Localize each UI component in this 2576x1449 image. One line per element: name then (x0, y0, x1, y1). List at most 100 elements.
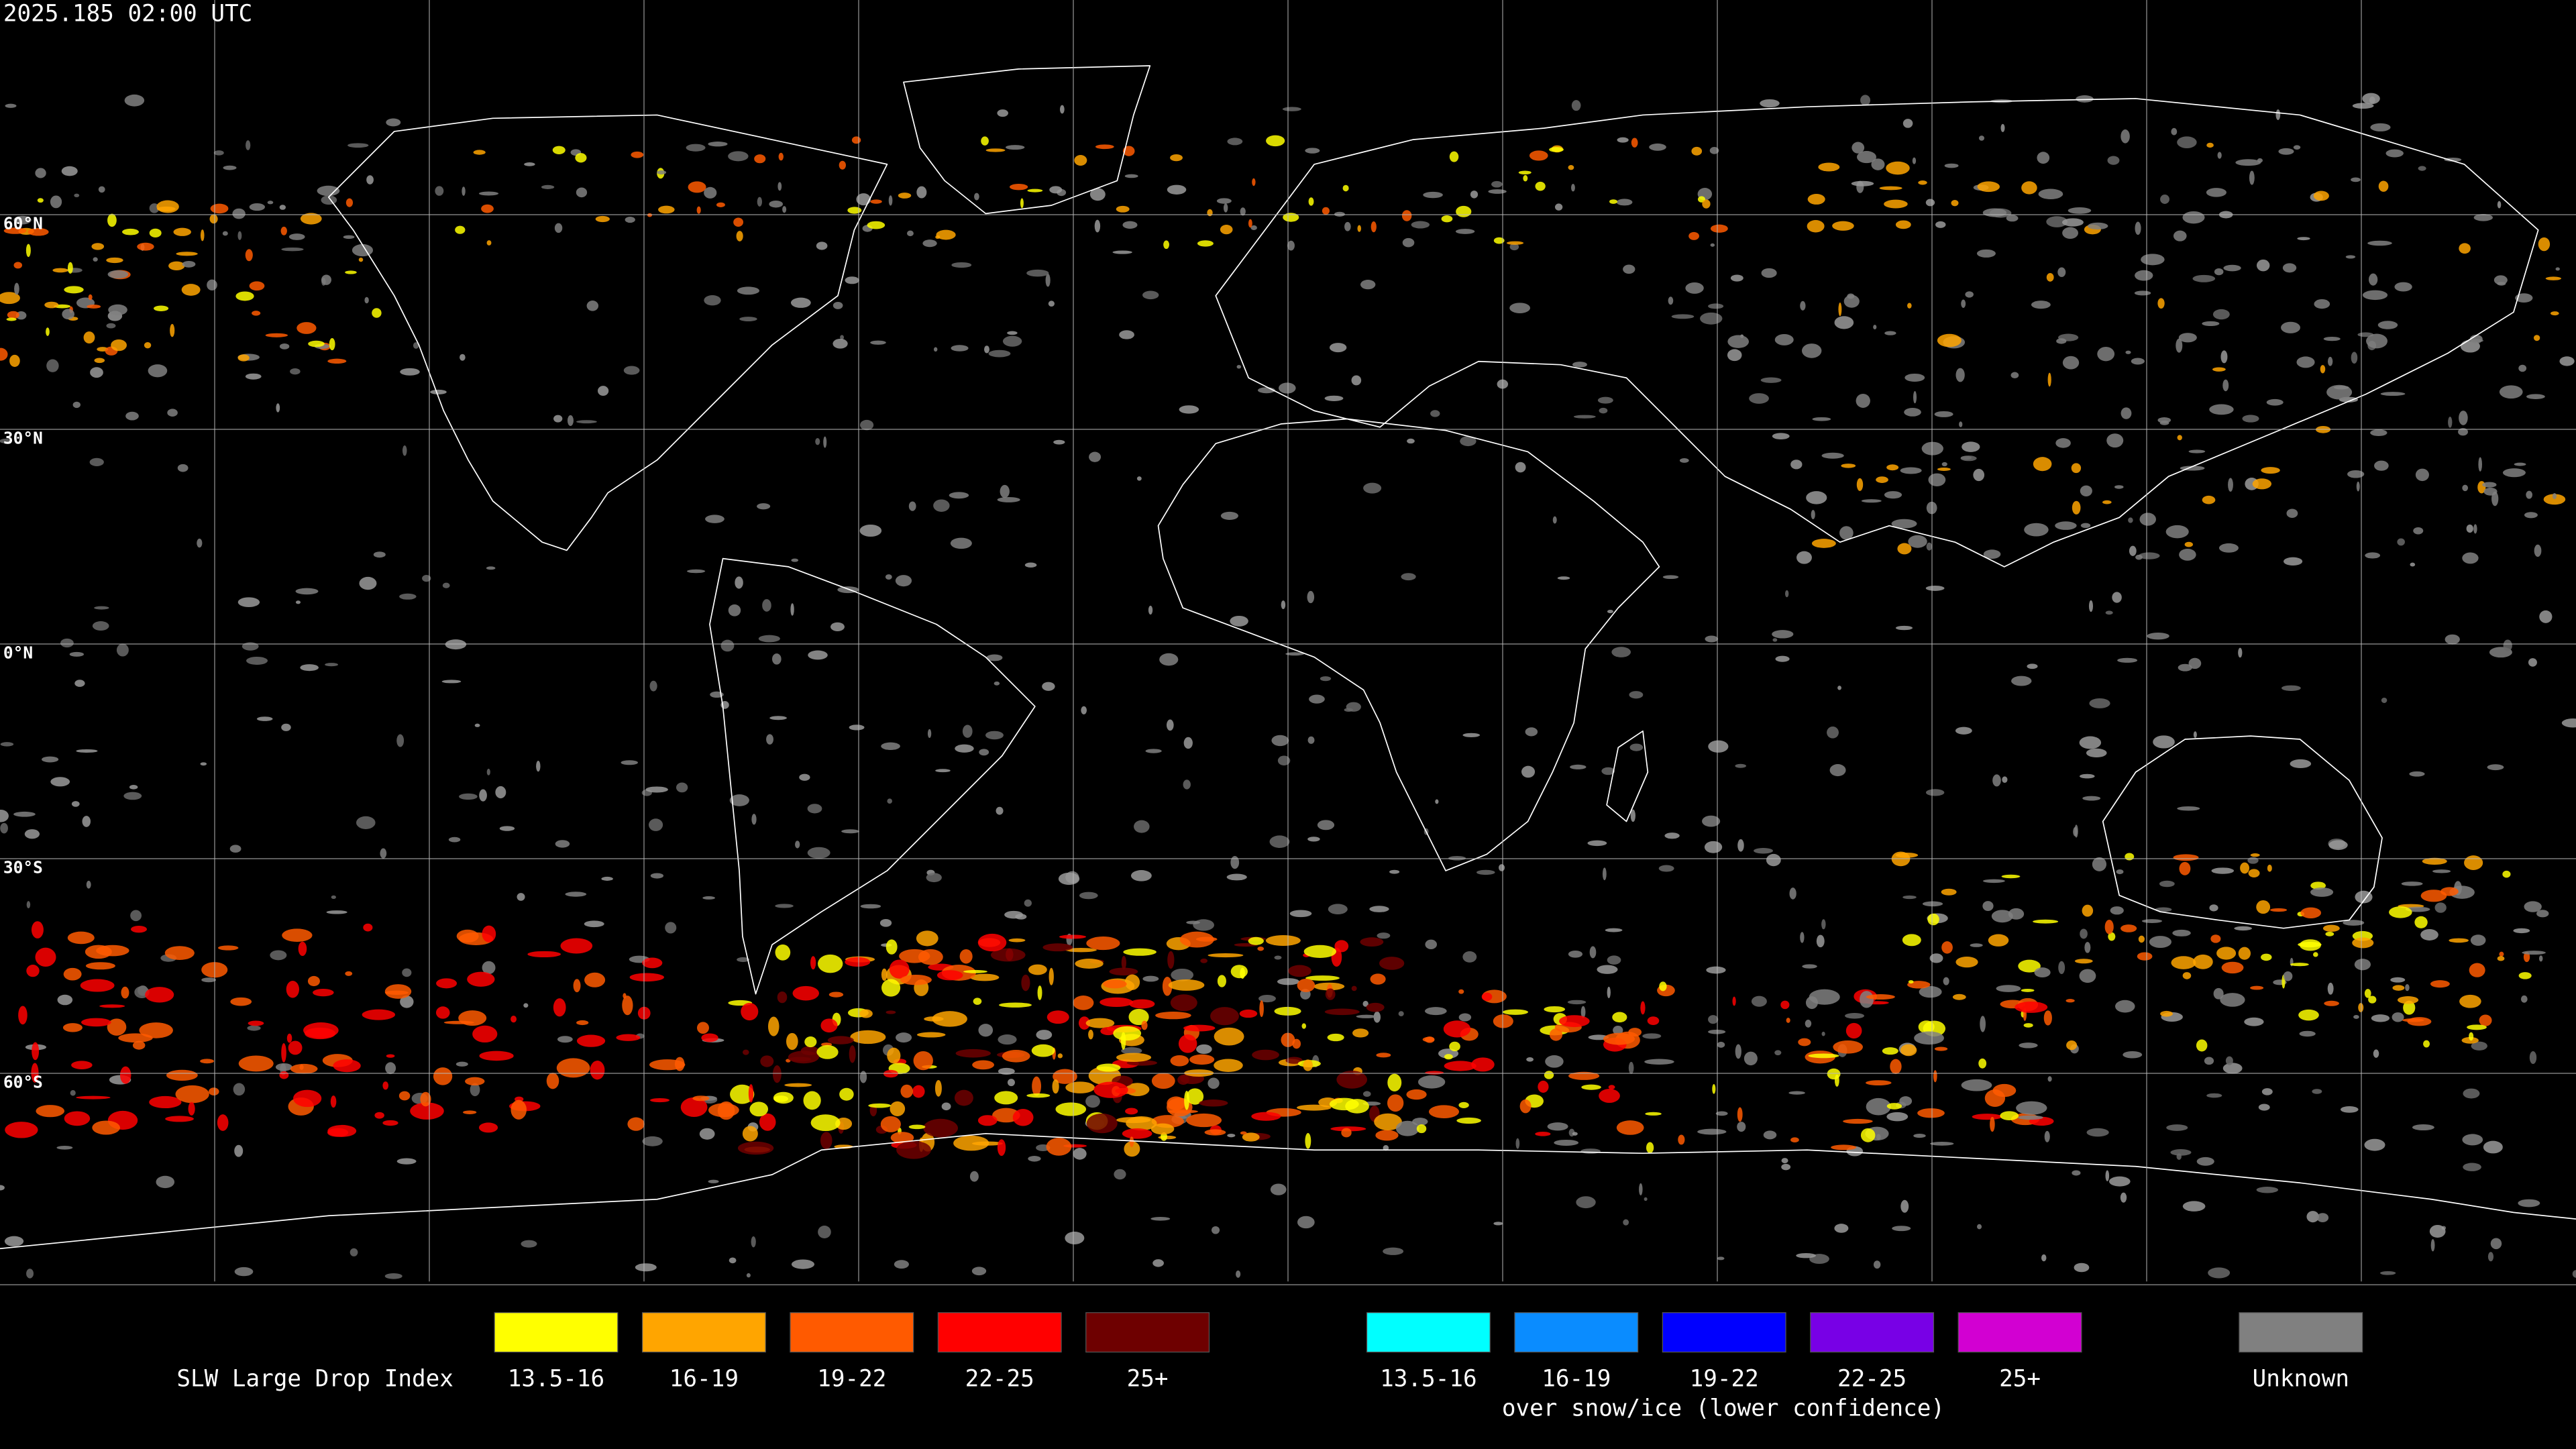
cloud-patch (517, 893, 525, 901)
cloud-patch (237, 597, 260, 608)
cloud-patch (52, 268, 68, 273)
cloud-patch (2082, 904, 2094, 917)
cloud-patch (80, 1018, 111, 1027)
cloud-patch (2176, 338, 2183, 353)
cloud-patch (994, 1091, 1018, 1105)
cloud-patch (775, 904, 794, 908)
cloud-patch (1599, 1089, 1620, 1104)
cloud-patch (1515, 1138, 1520, 1149)
cloud-patch (1257, 946, 1265, 951)
cloud-patch (2499, 951, 2504, 957)
cloud-patch (2065, 999, 2075, 1003)
cloud-patch (1352, 1028, 1369, 1038)
cloud-patch (2369, 273, 2378, 286)
cloud-patch (2128, 517, 2133, 523)
cloud-patch (733, 217, 743, 227)
cloud-patch (2247, 857, 2259, 864)
cloud-patch (2170, 1149, 2192, 1156)
cloud-patch (1801, 343, 1822, 358)
cloud-patch (1141, 1020, 1148, 1030)
cloud-patch (430, 389, 447, 394)
cloud-patch (1026, 1093, 1051, 1098)
cloud-patch (420, 1091, 431, 1107)
cloud-patch (2135, 270, 2153, 281)
cloud-patch (1526, 1057, 1534, 1062)
cloud-patch (2188, 657, 2202, 669)
cloud-patch (230, 997, 252, 1006)
cloud-patch (1129, 999, 1155, 1009)
cloud-patch (2165, 525, 2189, 539)
cloud-patch (327, 358, 347, 364)
cloud-patch (356, 816, 376, 829)
cloud-patch (382, 1120, 398, 1126)
cloud-patch (2466, 524, 2473, 533)
cloud-patch (2055, 521, 2077, 530)
cloud-patch (2171, 127, 2178, 136)
cloud-patch (1629, 743, 1644, 751)
cloud-patch (2312, 1089, 2322, 1094)
cloud-patch (833, 301, 843, 309)
cloud-patch (2131, 358, 2145, 365)
cloud-patch (2179, 861, 2191, 875)
legend: SLW Large Drop Index over snow/ice (lowe… (176, 1312, 2363, 1422)
cloud-patch (1611, 647, 1631, 657)
cloud-patch (1761, 268, 1777, 278)
cloud-patch (658, 205, 675, 214)
cloud-patch (560, 938, 593, 954)
cloud-patch (1521, 765, 1536, 778)
cloud-patch (2524, 901, 2542, 912)
cloud-patch (1170, 154, 1183, 162)
cloud-patch (1899, 1096, 1913, 1106)
cloud-patch (1907, 303, 1912, 309)
cloud-patch (1685, 282, 1704, 294)
cloud-patch (1623, 264, 1635, 274)
cloud-patch (1163, 240, 1169, 250)
cloud-patch (1057, 1053, 1063, 1059)
cloud-patch (1908, 980, 1914, 984)
cloud-patch (300, 664, 319, 672)
cloud-patch (350, 1248, 358, 1256)
cloud-patch (2043, 1010, 2052, 1026)
cloud-patch (1941, 888, 1957, 896)
cloud-patch (1287, 240, 1295, 251)
cloud-patch (895, 575, 912, 587)
cloud-patch (177, 464, 189, 472)
cloud-patch (1976, 249, 1996, 258)
cloud-patch (2356, 481, 2360, 492)
cloud-patch (286, 1033, 292, 1043)
cloud-patch (436, 978, 458, 989)
cloud-patch (923, 1118, 958, 1138)
cloud-patch (954, 1089, 973, 1106)
cloud-patch (1123, 948, 1157, 956)
cloud-patch (345, 198, 354, 207)
cloud-patch (99, 1004, 125, 1008)
cloud-patch (2250, 853, 2260, 857)
latitude-label: 0°N (3, 643, 33, 663)
cloud-patch (2473, 214, 2493, 221)
legend-label: 13.5-16 (1380, 1366, 1477, 1393)
cloud-patch (1242, 1132, 1260, 1142)
cloud-patch (742, 1126, 758, 1142)
cloud-patch (1645, 1112, 1662, 1116)
cloud-patch (1897, 543, 1912, 555)
cloud-patch (2134, 290, 2151, 296)
cloud-patch (2412, 1124, 2434, 1131)
cloud-patch (1274, 955, 1282, 960)
cloud-patch (279, 1071, 289, 1079)
cloud-patch (2256, 259, 2270, 272)
cloud-patch (295, 588, 319, 595)
cloud-patch (433, 1067, 453, 1085)
cloud-patch (2296, 356, 2315, 368)
cloud-patch (1186, 1088, 1204, 1105)
cloud-patch (2290, 759, 2312, 768)
cloud-patch (810, 956, 816, 970)
cloud-patch (1838, 302, 1842, 317)
cloud-patch (92, 1120, 120, 1135)
cloud-patch (1336, 1071, 1368, 1089)
cloud-patch (1416, 1124, 1427, 1134)
cloud-patch (1790, 1137, 1799, 1143)
cloud-patch (1772, 433, 1790, 440)
cloud-patch (234, 1267, 254, 1277)
cloud-patch (2202, 321, 2220, 327)
cloud-patch (735, 576, 743, 589)
